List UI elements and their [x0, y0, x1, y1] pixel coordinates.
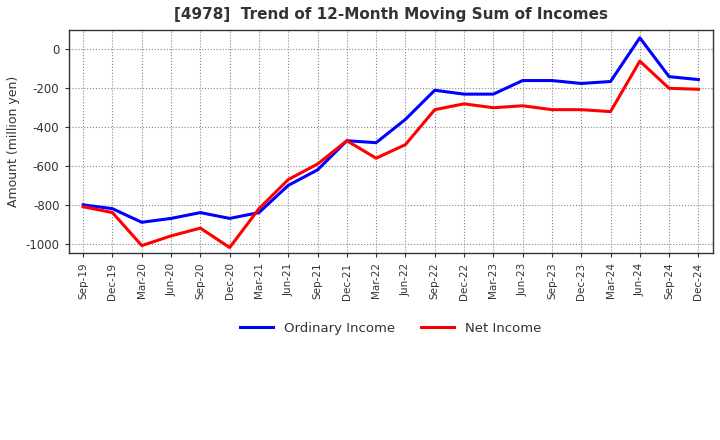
- Ordinary Income: [138, 220, 146, 225]
- Ordinary Income: [489, 92, 498, 97]
- Net Income: [343, 138, 351, 143]
- Net Income: [665, 86, 673, 91]
- Ordinary Income: [636, 35, 644, 40]
- Net Income: [284, 177, 292, 182]
- Line: Net Income: Net Income: [84, 61, 698, 248]
- Title: [4978]  Trend of 12-Month Moving Sum of Incomes: [4978] Trend of 12-Month Moving Sum of I…: [174, 7, 608, 22]
- Ordinary Income: [343, 138, 351, 143]
- Ordinary Income: [108, 206, 117, 211]
- Ordinary Income: [401, 117, 410, 122]
- Ordinary Income: [606, 79, 615, 84]
- Net Income: [459, 101, 468, 106]
- Net Income: [548, 107, 557, 112]
- Ordinary Income: [167, 216, 176, 221]
- Net Income: [108, 210, 117, 215]
- Net Income: [694, 87, 703, 92]
- Net Income: [401, 142, 410, 147]
- Ordinary Income: [284, 183, 292, 188]
- Ordinary Income: [665, 74, 673, 79]
- Net Income: [138, 243, 146, 248]
- Net Income: [636, 59, 644, 64]
- Ordinary Income: [459, 92, 468, 97]
- Net Income: [518, 103, 527, 108]
- Net Income: [225, 245, 234, 250]
- Ordinary Income: [548, 78, 557, 83]
- Net Income: [79, 204, 88, 209]
- Net Income: [606, 109, 615, 114]
- Net Income: [196, 225, 204, 231]
- Net Income: [431, 107, 439, 112]
- Net Income: [372, 156, 380, 161]
- Net Income: [313, 161, 322, 167]
- Net Income: [255, 206, 264, 211]
- Ordinary Income: [79, 202, 88, 207]
- Net Income: [167, 233, 176, 238]
- Ordinary Income: [518, 78, 527, 83]
- Ordinary Income: [196, 210, 204, 215]
- Y-axis label: Amount (million yen): Amount (million yen): [7, 76, 20, 207]
- Ordinary Income: [694, 77, 703, 82]
- Ordinary Income: [431, 88, 439, 93]
- Legend: Ordinary Income, Net Income: Ordinary Income, Net Income: [235, 316, 546, 341]
- Ordinary Income: [313, 167, 322, 172]
- Ordinary Income: [255, 210, 264, 215]
- Net Income: [489, 105, 498, 110]
- Ordinary Income: [577, 81, 585, 86]
- Ordinary Income: [225, 216, 234, 221]
- Line: Ordinary Income: Ordinary Income: [84, 38, 698, 222]
- Net Income: [577, 107, 585, 112]
- Ordinary Income: [372, 140, 380, 145]
